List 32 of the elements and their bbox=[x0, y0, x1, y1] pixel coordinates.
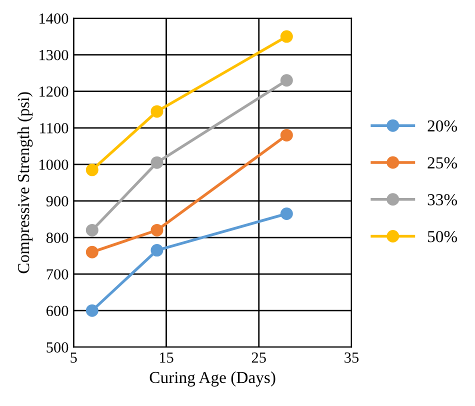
point bbox=[280, 74, 293, 87]
point bbox=[86, 224, 98, 236]
legend-label: 50% bbox=[428, 231, 458, 242]
point bbox=[86, 246, 98, 258]
y-tick-label: 500 bbox=[46, 342, 68, 353]
point bbox=[86, 304, 98, 317]
x-tick-label: 15 bbox=[160, 352, 174, 363]
y-tick-label: 1100 bbox=[40, 123, 68, 134]
x-axis-title: Curing Age (Days) bbox=[150, 371, 276, 387]
point bbox=[280, 30, 293, 43]
y-tick-label: 1400 bbox=[40, 13, 68, 24]
legend-label: 25% bbox=[428, 157, 458, 169]
y-tick-label: 1200 bbox=[40, 86, 68, 97]
y-tick-label: 1300 bbox=[40, 50, 68, 60]
point bbox=[150, 244, 164, 257]
y-tick-label: 1000 bbox=[40, 160, 68, 170]
y-axis-title: Compressive Strength (psi) bbox=[17, 92, 33, 274]
y-tick-label: 900 bbox=[46, 196, 68, 206]
point bbox=[150, 105, 164, 118]
legend-label: 33% bbox=[428, 194, 458, 206]
x-tick-label: 5 bbox=[70, 352, 77, 363]
x-tick-label: 35 bbox=[344, 352, 359, 363]
point bbox=[86, 164, 98, 176]
y-tick-label: 800 bbox=[46, 232, 68, 243]
point bbox=[280, 208, 293, 220]
y-tick-label: 600 bbox=[46, 306, 68, 316]
y-tick-label: 700 bbox=[46, 269, 68, 280]
legend-label: 20% bbox=[428, 120, 458, 132]
point bbox=[150, 224, 164, 236]
point bbox=[280, 128, 293, 142]
point bbox=[150, 156, 164, 169]
x-tick-label: 25 bbox=[252, 352, 266, 363]
